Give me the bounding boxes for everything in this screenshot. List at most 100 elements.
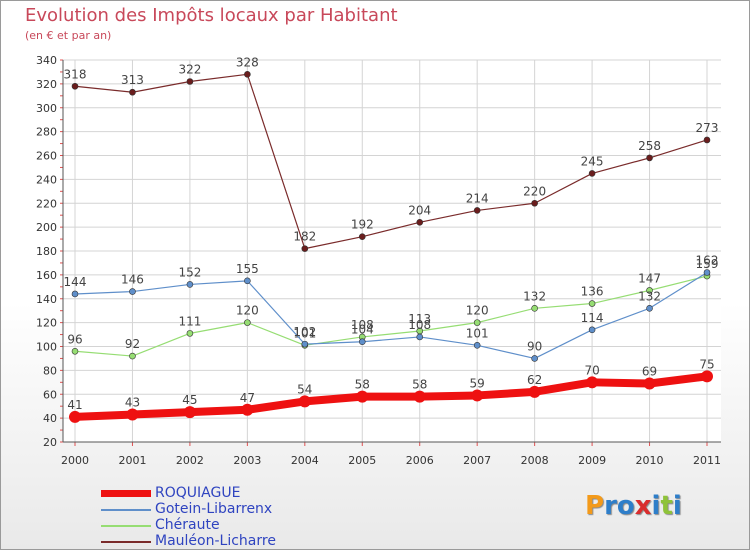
data-point	[186, 281, 194, 288]
y-tick-label: 220	[36, 197, 57, 210]
data-point	[301, 340, 309, 348]
y-tick-label: 120	[36, 317, 57, 330]
data-point	[528, 385, 541, 398]
proxiti-logo: Proxiti	[585, 491, 682, 521]
data-label: 136	[581, 285, 604, 299]
data-label: 318	[64, 67, 87, 81]
data-label: 313	[121, 73, 144, 87]
data-label: 47	[240, 391, 255, 405]
series-line	[71, 372, 711, 421]
x-tick-label: 2005	[348, 454, 376, 467]
data-label: 90	[527, 339, 542, 353]
chart-subtitle: (en € et par an)	[25, 29, 112, 42]
data-label: 54	[297, 382, 312, 396]
legend-label: ROQUIAGUE	[155, 485, 241, 501]
data-label: 120	[466, 304, 489, 318]
data-label: 108	[351, 318, 374, 332]
y-tick-label: 260	[36, 150, 57, 163]
x-tick-label: 2008	[521, 454, 549, 467]
y-tick-label: 40	[43, 412, 57, 425]
legend-label: Chéraute	[155, 517, 220, 533]
data-point	[646, 154, 653, 162]
y-tick-label: 240	[36, 173, 57, 186]
data-point	[646, 287, 653, 294]
data-label: 92	[125, 337, 140, 351]
data-point	[71, 82, 79, 90]
data-label: 102	[293, 325, 316, 339]
legend-swatch	[101, 490, 151, 497]
data-label: 258	[638, 139, 661, 153]
data-label: 69	[642, 365, 657, 379]
data-point	[646, 304, 653, 312]
x-tick-label: 2002	[176, 454, 204, 467]
data-label: 114	[581, 311, 604, 325]
data-label: 70	[584, 363, 599, 377]
data-point	[129, 352, 136, 360]
series-line	[74, 73, 708, 250]
data-point	[358, 233, 366, 240]
data-point	[588, 170, 596, 177]
data-label: 58	[412, 378, 427, 392]
data-point	[301, 245, 309, 252]
data-point	[703, 136, 711, 144]
x-tick-label: 2007	[463, 454, 491, 467]
data-point	[471, 389, 484, 402]
data-label: 273	[696, 121, 719, 135]
data-label: 182	[293, 230, 316, 244]
data-point	[244, 277, 251, 285]
legend-swatch	[101, 525, 151, 527]
chart-title: Evolution des Impôts locaux par Habitant	[25, 5, 398, 26]
data-label: 214	[466, 191, 489, 205]
x-tick-label: 2001	[118, 454, 146, 467]
data-label: 41	[67, 398, 82, 412]
data-label: 132	[523, 289, 546, 303]
data-point	[69, 410, 81, 423]
data-label: 101	[293, 326, 316, 340]
data-point	[588, 300, 596, 307]
legend-label: Gotein-Libarrenx	[155, 501, 273, 517]
data-point	[416, 333, 424, 341]
x-tick-label: 2010	[636, 454, 664, 467]
data-point	[129, 288, 136, 295]
data-point	[416, 219, 424, 226]
data-label: 152	[178, 265, 201, 279]
data-point	[473, 342, 481, 349]
data-point	[298, 395, 311, 408]
y-tick-label: 60	[43, 388, 57, 401]
y-tick-label: 320	[36, 78, 57, 91]
data-point	[531, 304, 538, 312]
series-line	[74, 271, 708, 360]
data-label: 75	[699, 357, 714, 371]
data-label: 96	[67, 332, 82, 346]
y-tick-label: 100	[36, 341, 57, 354]
data-label: 155	[236, 262, 259, 276]
data-point	[643, 377, 656, 390]
data-point	[356, 390, 369, 403]
x-tick-label: 2004	[291, 454, 319, 467]
legend-label: Mauléon-Licharre	[155, 533, 276, 549]
data-label: 132	[638, 289, 661, 303]
data-point	[183, 406, 196, 419]
data-label: 159	[696, 257, 719, 271]
data-point	[126, 408, 139, 421]
y-tick-label: 160	[36, 269, 57, 282]
data-point	[531, 199, 538, 207]
data-point	[703, 269, 711, 276]
data-point	[586, 376, 599, 389]
data-label: 108	[408, 318, 431, 332]
data-point	[413, 390, 426, 403]
data-point	[71, 347, 79, 355]
data-label: 146	[121, 273, 144, 287]
data-point	[71, 290, 79, 298]
data-label: 328	[236, 55, 259, 69]
data-label: 101	[466, 326, 489, 340]
data-label: 245	[581, 154, 604, 168]
data-label: 59	[470, 376, 485, 390]
y-tick-label: 20	[43, 436, 57, 449]
data-label: 322	[178, 62, 201, 76]
data-label: 104	[351, 323, 374, 337]
data-label: 113	[408, 312, 431, 326]
x-tick-label: 2000	[61, 454, 89, 467]
y-tick-label: 140	[36, 293, 57, 306]
